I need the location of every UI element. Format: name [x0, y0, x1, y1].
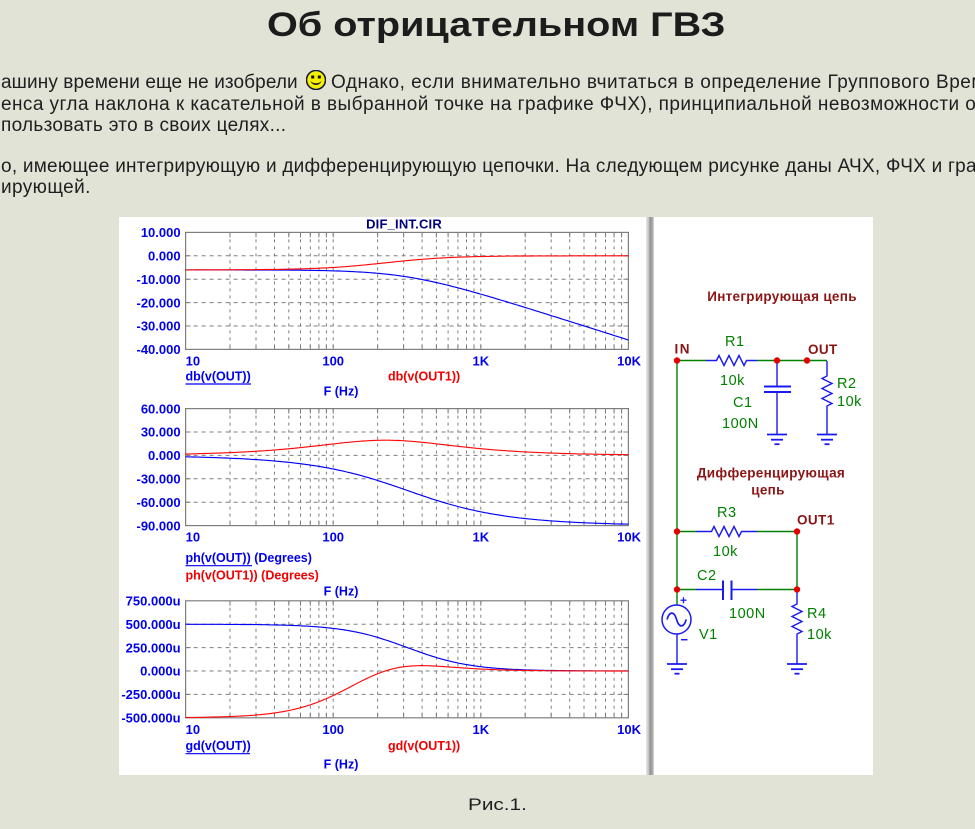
- svg-text:-20.000: -20.000: [137, 295, 181, 310]
- svg-text:R3: R3: [717, 505, 737, 521]
- svg-text:10: 10: [186, 354, 200, 369]
- svg-text:0.000u: 0.000u: [140, 664, 181, 679]
- svg-text:10K: 10K: [617, 530, 641, 545]
- svg-text:10: 10: [186, 722, 200, 737]
- svg-text:1K: 1K: [472, 722, 489, 737]
- svg-text:100: 100: [322, 722, 344, 737]
- svg-text:1K: 1K: [472, 530, 489, 545]
- svg-text:10: 10: [186, 530, 200, 545]
- svg-text:ph(v(OUT1)) (Degrees): ph(v(OUT1)) (Degrees): [186, 569, 319, 583]
- svg-text:100N: 100N: [722, 416, 759, 432]
- svg-text:100: 100: [322, 530, 344, 545]
- svg-text:OUT: OUT: [808, 342, 838, 357]
- svg-text:F (Hz): F (Hz): [324, 384, 359, 398]
- svg-text:Интегрирующая цепь: Интегрирующая цепь: [707, 289, 857, 304]
- svg-text:DIF_INT.CIR: DIF_INT.CIR: [366, 217, 442, 231]
- svg-text:60.000: 60.000: [141, 401, 181, 416]
- svg-text:250.000u: 250.000u: [126, 640, 181, 655]
- svg-text:10K: 10K: [617, 354, 641, 369]
- svg-text:-500.000u: -500.000u: [121, 711, 180, 726]
- svg-text:Дифференцирующая: Дифференцирующая: [697, 466, 845, 481]
- svg-text:gd(v(OUT1)): gd(v(OUT1)): [388, 739, 460, 753]
- svg-text:db(v(OUT)): db(v(OUT)): [186, 369, 251, 383]
- svg-text:10.000: 10.000: [141, 225, 181, 240]
- svg-text:10k: 10k: [807, 627, 832, 643]
- svg-text:F (Hz): F (Hz): [324, 585, 359, 599]
- svg-text:ph(v(OUT)) (Degrees): ph(v(OUT)) (Degrees): [186, 551, 312, 565]
- svg-text:-10.000: -10.000: [137, 272, 181, 287]
- svg-text:C1: C1: [733, 395, 753, 411]
- svg-text:db(v(OUT1)): db(v(OUT1)): [388, 369, 460, 383]
- svg-text:30.000: 30.000: [141, 425, 181, 440]
- svg-text:R4: R4: [807, 606, 827, 622]
- svg-text:IN: IN: [675, 342, 692, 357]
- svg-text:100: 100: [322, 354, 344, 369]
- svg-text:OUT1: OUT1: [797, 513, 835, 528]
- svg-text:R1: R1: [725, 334, 745, 350]
- svg-text:-30.000: -30.000: [137, 319, 181, 334]
- svg-text:C2: C2: [697, 568, 717, 584]
- svg-text:0.000: 0.000: [148, 249, 181, 264]
- svg-text:750.000u: 750.000u: [126, 594, 181, 609]
- svg-text:V1: V1: [699, 627, 718, 643]
- svg-text:10K: 10K: [617, 722, 641, 737]
- svg-text:-30.000: -30.000: [137, 472, 181, 487]
- svg-text:0.000: 0.000: [148, 448, 181, 463]
- svg-text:10k: 10k: [713, 544, 738, 560]
- svg-text:10k: 10k: [837, 394, 862, 410]
- svg-text:10k: 10k: [720, 373, 745, 389]
- svg-text:-250.000u: -250.000u: [121, 687, 180, 702]
- svg-text:gd(v(OUT)): gd(v(OUT)): [186, 739, 251, 753]
- svg-text:-40.000: -40.000: [137, 342, 181, 357]
- svg-text:500.000u: 500.000u: [126, 617, 181, 632]
- svg-text:-90.000: -90.000: [137, 518, 181, 533]
- svg-text:-60.000: -60.000: [137, 495, 181, 510]
- svg-text:R2: R2: [837, 376, 857, 392]
- svg-text:1K: 1K: [472, 354, 489, 369]
- svg-text:F (Hz): F (Hz): [324, 758, 359, 772]
- svg-text:100N: 100N: [729, 606, 766, 622]
- svg-text:цепь: цепь: [751, 483, 784, 498]
